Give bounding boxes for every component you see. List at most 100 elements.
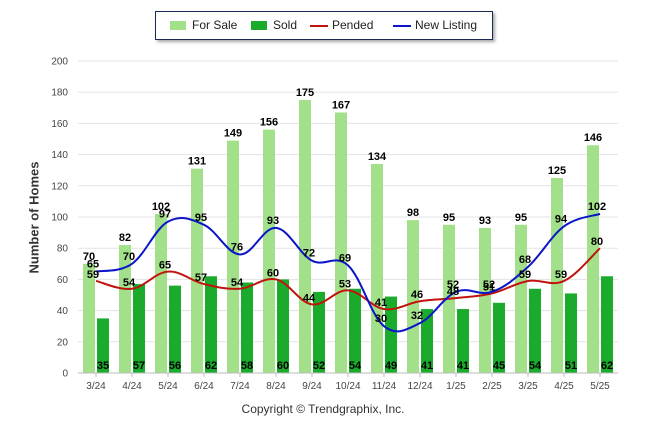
x-tick-label: 9/24: [302, 381, 322, 392]
label-for-sale: 70: [83, 251, 95, 263]
label-for-sale: 93: [479, 215, 491, 227]
label-sold: 52: [313, 360, 325, 372]
bar-sold: [457, 309, 469, 373]
label-new-listing: 95: [195, 212, 207, 224]
label-sold: 60: [277, 360, 289, 372]
label-for-sale: 146: [584, 132, 602, 144]
y-tick-label: 140: [51, 150, 68, 161]
x-tick-label: 4/25: [554, 381, 574, 392]
legend-swatch-for-sale: [170, 21, 186, 30]
legend: For Sale Sold Pended New Listing: [155, 11, 493, 40]
label-pended: 46: [411, 289, 423, 301]
bar-for-sale: [227, 140, 239, 373]
label-pended: 57: [195, 272, 207, 284]
gridlines: [78, 60, 618, 374]
label-pended: 59: [519, 269, 531, 281]
x-tick-label: 12/24: [407, 381, 432, 392]
label-new-listing: 32: [411, 310, 423, 322]
legend-label-new-listing: New Listing: [415, 18, 478, 32]
bar-for-sale: [479, 227, 491, 373]
label-pended: 48: [447, 286, 459, 298]
label-for-sale: 98: [407, 207, 419, 219]
label-for-sale: 95: [443, 212, 455, 224]
label-pended: 59: [555, 269, 567, 281]
bar-for-sale: [371, 163, 383, 373]
bar-sold: [133, 284, 145, 373]
y-tick-label: 20: [57, 337, 69, 348]
label-sold: 54: [349, 360, 362, 372]
copyright-text: Copyright © Trendgraphix, Inc.: [241, 402, 405, 416]
label-new-listing: 72: [303, 248, 315, 260]
bar-sold: [385, 296, 397, 373]
bar-for-sale: [263, 129, 275, 373]
label-for-sale: 82: [119, 232, 131, 244]
x-tick-label: 2/25: [482, 381, 502, 392]
bar-for-sale: [191, 168, 203, 373]
y-axis: 0 20 40 60 80 100 120 140 160 180 200: [51, 57, 68, 380]
x-tick-label: 1/25: [446, 381, 466, 392]
series-lines: [95, 212, 601, 333]
x-axis: 3/24 4/24 5/24 6/24 7/24 8/24 9/24 10/24 11/24 12…: [78, 372, 618, 392]
x-tick-label: 10/24: [335, 381, 360, 392]
label-sold: 51: [565, 360, 577, 372]
label-pended: 44: [303, 292, 316, 304]
bar-sold: [241, 282, 253, 373]
x-tick-label: 7/24: [230, 381, 250, 392]
y-tick-label: 160: [51, 119, 68, 130]
label-pended: 65: [159, 260, 171, 272]
bar-for-sale: [407, 220, 419, 373]
label-sold: 45: [493, 360, 505, 372]
bar-sold: [169, 285, 181, 373]
label-pended: 41: [375, 297, 387, 309]
label-new-listing: 52: [483, 279, 495, 291]
bar-sold: [493, 302, 505, 373]
label-new-listing: 30: [375, 313, 387, 325]
bar-sold: [97, 318, 109, 373]
bar-sold: [313, 291, 325, 373]
label-new-listing: 65: [87, 259, 99, 271]
label-sold: 49: [385, 360, 397, 372]
bar-sold: [277, 279, 289, 373]
label-pended: 53: [339, 278, 351, 290]
bar-sold: [421, 309, 433, 373]
label-for-sale: 149: [224, 128, 242, 140]
label-new-listing: 76: [231, 241, 243, 253]
line-pended: [95, 247, 601, 311]
label-pended: 54: [123, 277, 136, 289]
y-tick-label: 120: [51, 181, 68, 192]
label-sold: 54: [529, 360, 542, 372]
bar-sold: [565, 293, 577, 373]
y-axis-title: Number of Homes: [26, 161, 42, 274]
bar-for-sale: [515, 224, 527, 373]
y-tick-label: 40: [57, 306, 69, 317]
legend-swatch-new-listing: [393, 25, 411, 27]
label-new-listing: 97: [159, 209, 171, 221]
x-tick-label: 3/24: [86, 381, 106, 392]
x-tick-label: 11/24: [372, 381, 397, 392]
label-new-listing: 70: [123, 251, 135, 263]
bar-sold: [529, 288, 541, 373]
y-tick-label: 180: [51, 88, 68, 99]
bar-sold: [349, 288, 361, 373]
label-for-sale: 125: [548, 165, 566, 177]
x-tick-label: 4/24: [122, 381, 142, 392]
bar-sold: [601, 276, 613, 373]
label-new-listing: 69: [339, 252, 351, 264]
label-for-sale: 95: [515, 212, 527, 224]
bar-sold: [205, 276, 217, 373]
bar-for-sale: [155, 213, 167, 373]
label-for-sale: 134: [368, 151, 387, 163]
x-tick-label: 5/25: [590, 381, 610, 392]
bar-for-sale: [119, 245, 131, 373]
label-for-sale: 102: [152, 201, 170, 213]
y-tick-label: 80: [57, 244, 69, 255]
y-tick-label: 60: [57, 275, 69, 286]
label-for-sale: 175: [296, 87, 314, 99]
label-sold: 35: [97, 360, 109, 372]
legend-swatch-sold: [251, 21, 267, 30]
label-sold: 41: [421, 360, 433, 372]
bar-for-sale: [551, 178, 563, 373]
x-tick-label: 6/24: [194, 381, 214, 392]
bar-for-sale: [587, 145, 599, 373]
label-new-listing: 52: [447, 279, 459, 291]
